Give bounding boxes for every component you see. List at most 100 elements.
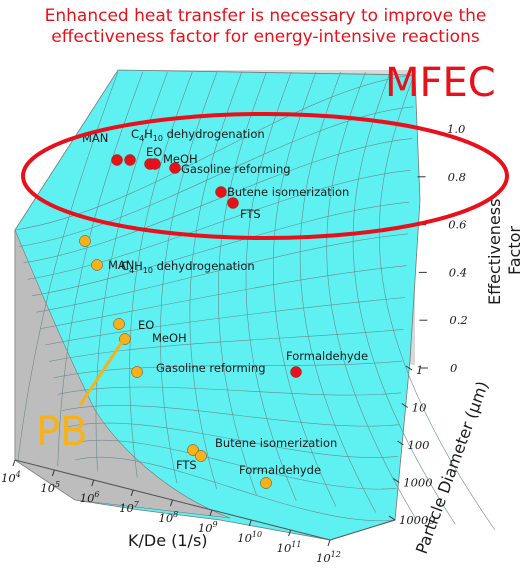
mesh-line bbox=[14, 74, 416, 231]
z-tick-label: 1.0 bbox=[447, 122, 465, 136]
mesh-line bbox=[40, 265, 407, 329]
mesh-line bbox=[352, 71, 456, 525]
z-axis-title-line-2: Factor bbox=[505, 226, 524, 275]
x-tick-mark bbox=[91, 479, 95, 487]
x-tick-mark bbox=[327, 539, 331, 547]
mfec-point-label: C4H10 dehydrogenation bbox=[131, 127, 265, 143]
z-tick-label: 0.6 bbox=[448, 218, 466, 232]
mesh-line bbox=[44, 297, 406, 346]
mesh-line bbox=[57, 386, 401, 396]
mesh-line bbox=[27, 170, 411, 280]
z-axis-title-line-1: Effectiveness bbox=[485, 199, 504, 305]
mesh-line bbox=[217, 71, 267, 496]
mesh-line bbox=[53, 360, 403, 379]
pb-point-label: MAN bbox=[108, 258, 134, 272]
mfec-point bbox=[149, 158, 161, 170]
y-tick-label: 1000 bbox=[403, 476, 432, 490]
pb-point-label: Butene isomerization bbox=[215, 436, 337, 450]
mfec-point-label: Formaldehyde bbox=[286, 349, 368, 363]
x-tick-label: 1012 bbox=[316, 550, 341, 565]
mfec-point-label: FTS bbox=[240, 207, 261, 221]
z-axis: 0 0.2 0.4 0.6 0.8 1.0 bbox=[417, 122, 468, 375]
x-tick-label: 104 bbox=[1, 470, 21, 485]
mesh-line bbox=[95, 71, 168, 472]
mesh-line bbox=[32, 201, 410, 297]
mfec-point bbox=[290, 366, 302, 378]
surface-shadow-wedge bbox=[14, 229, 231, 519]
mesh-line bbox=[19, 106, 414, 247]
x-tick-label: 109 bbox=[198, 520, 218, 535]
mesh-line bbox=[66, 422, 398, 458]
x-tick-mark bbox=[288, 529, 292, 537]
z-tick-label: 0.8 bbox=[448, 170, 466, 184]
mesh-line bbox=[49, 328, 404, 362]
pb-callout: PB bbox=[36, 409, 88, 455]
y-tick-mark bbox=[388, 515, 396, 521]
pb-point bbox=[119, 333, 131, 345]
pb-point-label: Gasoline reforming bbox=[156, 361, 266, 375]
x-tick-mark bbox=[248, 519, 252, 527]
pb-point bbox=[187, 444, 199, 456]
x-tick-label: 107 bbox=[119, 500, 140, 515]
pb-pointer bbox=[78, 341, 124, 406]
mesh-line bbox=[17, 71, 119, 461]
pb-point-label: MeOH bbox=[152, 331, 187, 345]
y-tick-mark bbox=[401, 403, 409, 408]
mfec-point bbox=[124, 154, 136, 166]
x-tick-mark bbox=[51, 469, 55, 477]
mfec-point bbox=[215, 186, 227, 198]
mfec-point-label: Gasoline reforming bbox=[181, 162, 291, 176]
x-tick-label: 105 bbox=[40, 480, 60, 495]
x-tick-label: 106 bbox=[80, 490, 100, 505]
pb-point bbox=[113, 318, 125, 330]
x-tick-mark bbox=[130, 489, 134, 497]
x-axis: 104 105 106 107 108 109 1010 1011 1012 bbox=[1, 459, 341, 565]
mesh-line bbox=[62, 405, 400, 427]
y-tick-label: 1 bbox=[416, 363, 423, 377]
mfec-point bbox=[169, 162, 181, 174]
x-tick-label: 1010 bbox=[237, 530, 262, 545]
x-tick-label: 108 bbox=[159, 510, 179, 525]
y-tick-mark bbox=[405, 365, 413, 371]
banner-line-2: effectiveness factor for energy-intensiv… bbox=[51, 27, 480, 47]
mesh-line bbox=[36, 233, 408, 313]
z-tick-label: 0 bbox=[450, 361, 457, 375]
mesh-line bbox=[57, 71, 144, 466]
mesh-line bbox=[378, 71, 496, 531]
pb-point-label: Formaldehyde bbox=[239, 463, 321, 477]
x-axis-title: K/De (1/s) bbox=[128, 531, 208, 550]
x-tick-mark bbox=[170, 499, 173, 507]
pb-point bbox=[131, 366, 143, 378]
y-tick-mark bbox=[392, 478, 400, 483]
mfec-point-label: MeOH bbox=[163, 152, 198, 166]
mfec-highlight-ellipse bbox=[21, 112, 509, 240]
y-tick-label: 10 bbox=[412, 401, 427, 415]
mesh-line bbox=[272, 71, 337, 507]
mfec-point-label: Butene isomerization bbox=[227, 185, 349, 199]
mesh-line bbox=[74, 456, 396, 522]
pb-point bbox=[91, 259, 103, 271]
mfec-point bbox=[111, 154, 123, 166]
z-tick-label: 0.2 bbox=[449, 313, 467, 327]
banner-line-1: Enhanced heat transfer is necessary to i… bbox=[44, 6, 487, 26]
z-tick-label: 0.4 bbox=[449, 265, 467, 279]
pb-point bbox=[260, 477, 272, 489]
pb-point-label: EO bbox=[138, 318, 154, 332]
mesh-line bbox=[245, 71, 297, 501]
pb-point-label: C4H10 dehydrogenation bbox=[121, 259, 255, 275]
y-tick-label: 100 bbox=[408, 438, 430, 452]
mfec-point bbox=[227, 197, 239, 209]
x-tick-mark bbox=[209, 509, 213, 517]
mfec-callout: MFEC bbox=[385, 60, 496, 106]
x-tick-label: 1011 bbox=[277, 540, 302, 555]
pb-point-label: FTS bbox=[176, 458, 197, 472]
x-tick-mark bbox=[12, 459, 16, 467]
pb-point bbox=[195, 450, 207, 462]
mesh-line bbox=[70, 439, 397, 490]
y-tick-mark bbox=[397, 440, 404, 446]
y-tick-label: 10000 bbox=[399, 513, 436, 527]
pb-point bbox=[79, 235, 91, 247]
mfec-point-label: EO bbox=[146, 145, 162, 159]
